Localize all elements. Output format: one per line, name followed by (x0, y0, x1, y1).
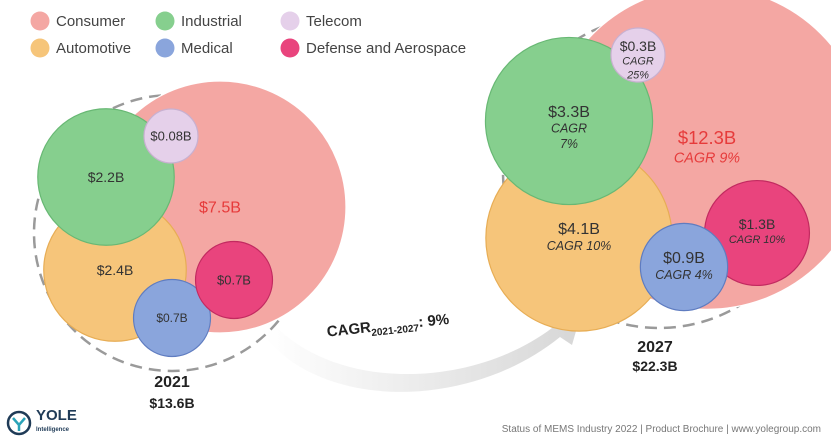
bubble-group-2021: $7.5B $2.4B $2.2B $0.7B $0.7B $0.08B 2021 $13.6… (32, 80, 347, 411)
bubble-value-telecom-2027: $0.3B (620, 38, 657, 54)
bubble-medical-2027 (639, 222, 729, 312)
bubble-industrial-2021 (37, 108, 175, 246)
bubble-value-consumer-2027: $12.3B (678, 127, 736, 148)
legend-swatch-telecom (280, 11, 300, 31)
bubble-industrial-2027 (484, 36, 654, 206)
year-label-2027: 2027 (637, 339, 673, 356)
yole-logo-text: YOLE Intelligence (36, 408, 77, 437)
bubble-value-consumer-2021: $7.5B (199, 199, 241, 217)
bubble-cagr-telecom-2027-label: CAGR (622, 56, 654, 68)
bubble-value-defense-and-aerospace-2027: $1.3B (739, 216, 776, 232)
year-label-2021: 2021 (154, 374, 190, 391)
legend-swatch-medical (155, 38, 175, 58)
footer-source: Status of MEMS Industry 2022 | Product B… (501, 424, 821, 435)
legend-label-consumer: Consumer (56, 13, 125, 30)
legend-swatch-consumer (30, 11, 50, 31)
bubble-cagr-defense-and-aerospace-2027: CAGR 10% (729, 234, 786, 246)
legend-label-medical: Medical (181, 40, 233, 57)
legend-swatch-industrial (155, 11, 175, 31)
total-label-2021: $13.6B (149, 395, 194, 411)
growth-cagr-label: CAGR2021-2027: 9% (326, 311, 450, 344)
legend: Consumer Industrial Telecom Automotive Medic… (30, 11, 466, 58)
bubble-cagr-industrial-2027-label: CAGR (551, 122, 587, 136)
yole-logo-subtext: Intelligence (36, 427, 70, 433)
bubble-cagr-telecom-2027-value: 25% (626, 69, 649, 81)
growth-cagr-period: 2021-2027 (371, 323, 420, 339)
bubble-telecom-2021 (143, 108, 199, 164)
bubble-value-medical-2027: $0.9B (663, 250, 705, 267)
bubble-value-industrial-2021: $2.2B (88, 169, 125, 185)
bubble-value-telecom-2021: $0.08B (150, 129, 191, 144)
yole-logo-icon (6, 410, 32, 436)
bubble-defense-and-aerospace-2021 (194, 240, 274, 320)
growth-arrow (266, 300, 585, 392)
bubble-value-medical-2021: $0.7B (156, 311, 187, 325)
bubble-telecom-2027 (610, 27, 666, 83)
legend-label-defense-and-aerospace: Defense and Aerospace (306, 40, 466, 57)
growth-cagr-value: : 9% (418, 311, 450, 331)
bubble-cagr-automotive-2027: CAGR 10% (547, 239, 611, 253)
bubble-value-automotive-2021: $2.4B (97, 262, 134, 278)
bubble-medical-2021 (132, 278, 212, 358)
legend-label-automotive: Automotive (56, 40, 131, 57)
yole-logo: YOLE Intelligence (6, 408, 77, 437)
bubble-cagr-consumer-2027: CAGR 9% (674, 151, 740, 167)
bubble-value-industrial-2027: $3.3B (548, 104, 590, 121)
total-label-2027: $22.3B (632, 358, 677, 374)
legend-label-telecom: Telecom (306, 13, 362, 30)
bubble-value-defense-and-aerospace-2021: $0.7B (217, 273, 251, 288)
bubble-cagr-industrial-2027-value: 7% (560, 137, 578, 151)
legend-swatch-automotive (30, 38, 50, 58)
bubble-cagr-medical-2027: CAGR 4% (655, 268, 713, 282)
legend-label-industrial: Industrial (181, 13, 242, 30)
bubble-value-automotive-2027: $4.1B (558, 221, 600, 238)
legend-swatch-defense-and-aerospace (280, 38, 300, 58)
